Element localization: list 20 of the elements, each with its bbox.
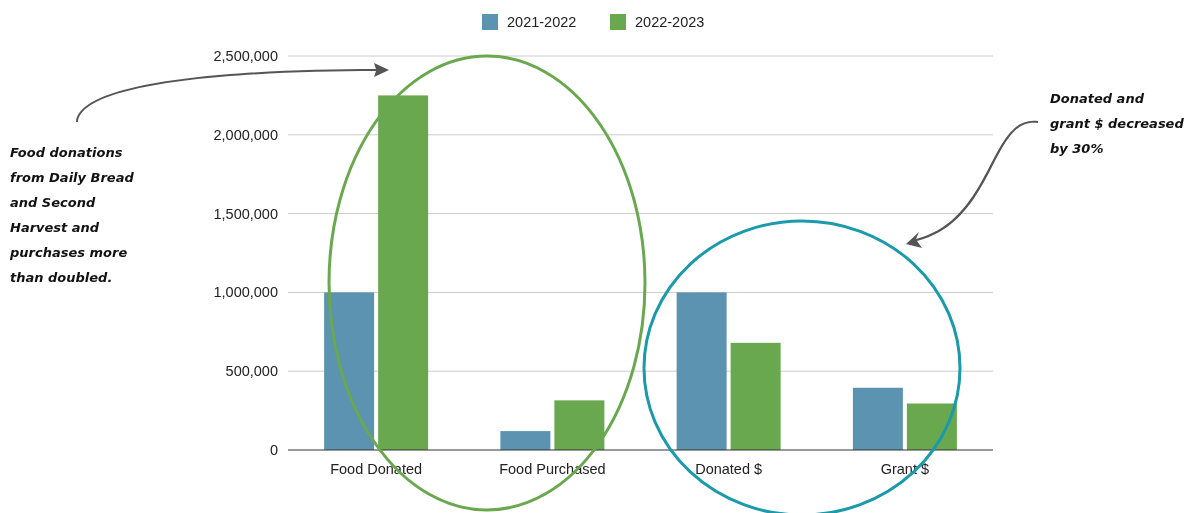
bar — [554, 400, 605, 450]
x-tick-label: Grant $ — [880, 461, 930, 477]
legend-label: 2021-2022 — [507, 14, 577, 31]
text: Food donations from Daily Bread and Second Harvest and purchases more than doubled. — [9, 145, 135, 285]
bar — [500, 431, 551, 450]
bar — [730, 342, 781, 450]
y-tick-label: 1,500,000 — [213, 205, 278, 222]
y-tick-label: 2,000,000 — [213, 126, 278, 143]
bar — [852, 387, 903, 450]
bar — [324, 292, 375, 450]
y-tick-label: 0 — [269, 442, 278, 459]
text: Donated and grant $ decreased by 30% — [1050, 91, 1185, 156]
bar — [378, 95, 429, 450]
bar — [676, 292, 727, 450]
y-tick-label: 500,000 — [225, 363, 278, 380]
bar — [906, 403, 957, 450]
y-tick-label: 2,500,000 — [213, 48, 278, 65]
legend-label: 2022-2023 — [635, 14, 705, 31]
x-tick-label: Donated $ — [695, 461, 763, 477]
y-tick-label: 1,000,000 — [213, 284, 278, 301]
